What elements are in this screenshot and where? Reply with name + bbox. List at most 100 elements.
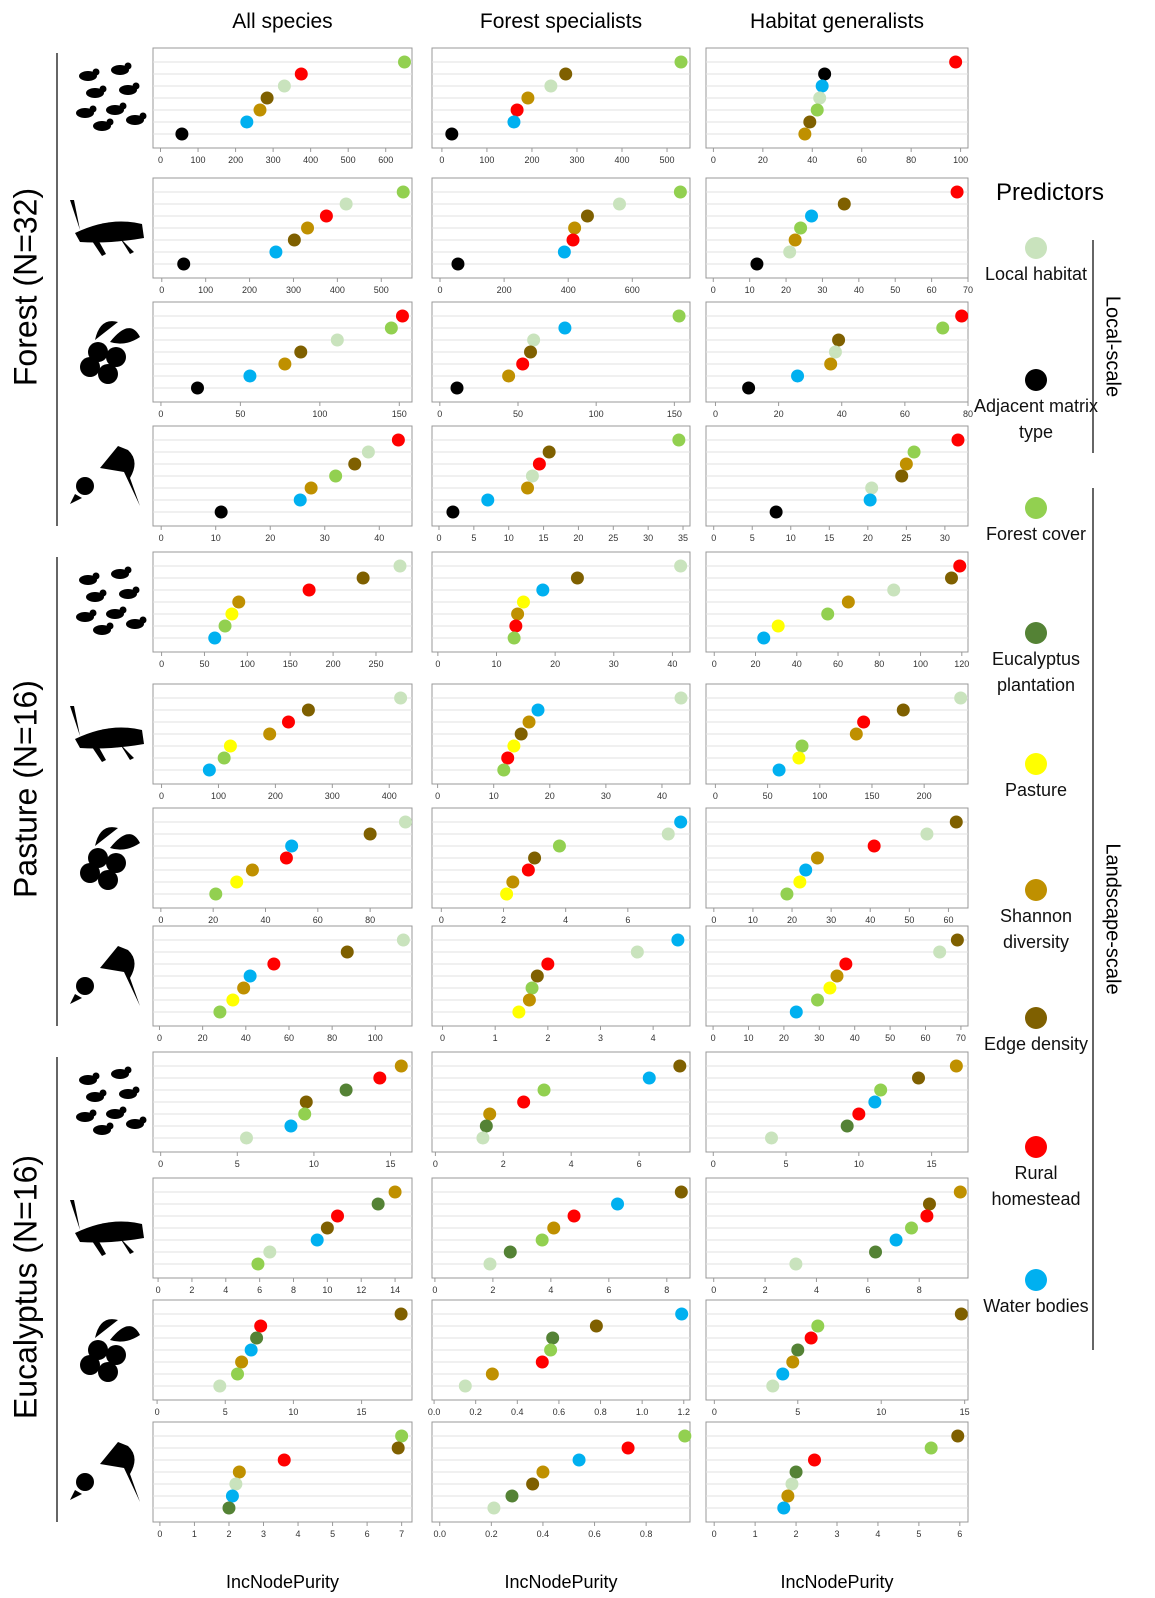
- x-tick-label: 0: [437, 409, 442, 419]
- point: [794, 222, 807, 235]
- x-tick-label: 60: [857, 155, 867, 165]
- point: [818, 68, 831, 81]
- point: [517, 1096, 530, 1109]
- point: [950, 816, 963, 829]
- x-tick-label: 30: [817, 285, 827, 295]
- point: [395, 1308, 408, 1321]
- x-axis-label: IncNodePurity: [226, 1572, 339, 1592]
- point: [553, 840, 566, 853]
- x-tick-label: 80: [906, 155, 916, 165]
- point: [611, 1198, 624, 1211]
- x-tick-label: 30: [609, 659, 619, 669]
- point: [480, 1120, 493, 1133]
- legend-swatch: [1025, 1136, 1047, 1158]
- point: [511, 608, 524, 621]
- icon-part: [95, 1319, 140, 1342]
- point: [213, 1380, 226, 1393]
- point: [526, 982, 539, 995]
- x-tick-label: 200: [242, 285, 257, 295]
- x-tick-label: 4: [875, 1529, 880, 1539]
- point: [331, 1210, 344, 1223]
- x-tick-label: 15: [927, 1159, 937, 1169]
- icon-part: [98, 1362, 118, 1382]
- point: [953, 560, 966, 573]
- icon-part: [125, 63, 132, 70]
- point: [233, 1466, 246, 1479]
- x-tick-label: 6: [625, 915, 630, 925]
- x-tick-label: 40: [260, 915, 270, 925]
- x-tick-label: 10: [876, 1407, 886, 1417]
- point: [267, 958, 280, 971]
- x-tick-label: 40: [241, 1033, 251, 1043]
- point: [538, 1084, 551, 1097]
- point: [920, 1210, 933, 1223]
- point: [303, 584, 316, 597]
- point: [396, 310, 409, 323]
- x-tick-label: 10: [504, 533, 514, 543]
- point: [531, 970, 544, 983]
- icon-part: [106, 347, 126, 367]
- legend-label: Shannon diversity: [971, 903, 1101, 955]
- point: [243, 370, 256, 383]
- point: [523, 716, 536, 729]
- point: [772, 620, 785, 633]
- point: [393, 560, 406, 573]
- point: [224, 740, 237, 753]
- x-tick-label: 50: [763, 791, 773, 801]
- point: [777, 1502, 790, 1515]
- x-tick-label: 30: [814, 1033, 824, 1043]
- icon-part: [140, 617, 147, 624]
- legend-swatch: [1025, 879, 1047, 901]
- point: [790, 1466, 803, 1479]
- point: [568, 1210, 581, 1223]
- point: [215, 506, 228, 519]
- point: [250, 1332, 263, 1345]
- x-tick-label: 2: [189, 1285, 194, 1295]
- legend-swatch: [1025, 497, 1047, 519]
- icon-part: [100, 1442, 140, 1502]
- x-tick-label: 6: [957, 1529, 962, 1539]
- point: [811, 994, 824, 1007]
- taxon-icon: [70, 706, 144, 762]
- point: [254, 1320, 267, 1333]
- x-tick-label: 0: [440, 1033, 445, 1043]
- point: [506, 876, 519, 889]
- point: [451, 258, 464, 271]
- x-axis-label: IncNodePurity: [504, 1572, 617, 1592]
- icon-part: [88, 848, 108, 868]
- point: [191, 382, 204, 395]
- x-tick-label: 100: [211, 791, 226, 801]
- point: [476, 1132, 489, 1145]
- x-tick-label: 0.2: [469, 1407, 482, 1417]
- point: [533, 458, 546, 471]
- icon-part: [133, 1087, 140, 1094]
- x-tick-label: 0.6: [588, 1529, 601, 1539]
- point: [905, 1222, 918, 1235]
- x-tick-label: 20: [751, 659, 761, 669]
- x-tick-label: 0: [712, 1529, 717, 1539]
- point: [504, 1246, 517, 1259]
- point: [908, 446, 921, 459]
- point: [674, 56, 687, 69]
- column-title: Habitat generalists: [750, 10, 924, 33]
- point: [792, 752, 805, 765]
- icon-part: [98, 870, 118, 890]
- x-tick-label: 70: [956, 1033, 966, 1043]
- x-tick-label: 0: [711, 285, 716, 295]
- x-tick-label: 5: [795, 1407, 800, 1417]
- x-tick-label: 20: [758, 155, 768, 165]
- point: [573, 1454, 586, 1467]
- point: [395, 1060, 408, 1073]
- x-tick-label: 100: [198, 285, 213, 295]
- x-tick-label: 5: [471, 533, 476, 543]
- icon-part: [100, 86, 107, 93]
- point: [240, 116, 253, 129]
- point: [813, 92, 826, 105]
- legend-swatch: [1025, 237, 1047, 259]
- point: [874, 1084, 887, 1097]
- x-tick-label: 0.4: [537, 1529, 550, 1539]
- x-tick-label: 0: [712, 1407, 717, 1417]
- x-tick-label: 300: [286, 285, 301, 295]
- icon-part: [70, 494, 82, 504]
- legend-swatch: [1025, 622, 1047, 644]
